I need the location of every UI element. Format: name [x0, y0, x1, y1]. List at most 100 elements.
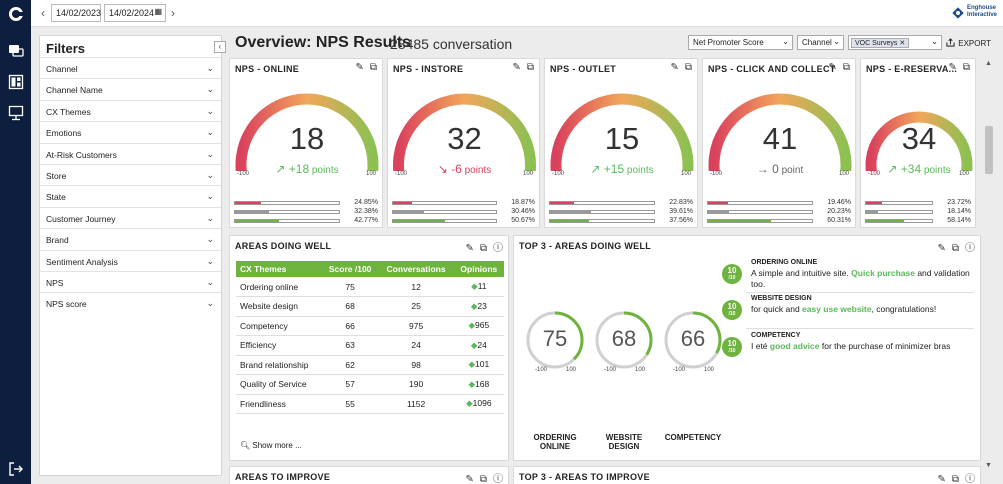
expand-icon[interactable]: ⧉ — [842, 62, 850, 73]
nps-value: 41 — [762, 121, 798, 156]
cell-value: 101 — [475, 359, 490, 370]
tag-icon: ◆ — [470, 300, 478, 311]
edit-icon[interactable]: ✎ — [465, 474, 474, 484]
table-row[interactable]: Friendliness 55 1152 ◆1096 — [236, 394, 504, 414]
column-header[interactable]: Conversations — [378, 261, 454, 277]
prev-period-icon[interactable]: ‹ — [41, 6, 45, 20]
cell-value: 55 — [345, 398, 355, 409]
filter-label: Brand — [46, 235, 69, 246]
metric-select[interactable]: Net Promoter Score ⌄ — [688, 35, 793, 50]
cell-value: 57 — [345, 379, 355, 390]
edit-icon[interactable]: ✎ — [948, 62, 957, 73]
nps-card: NPS - OUTLET ✎ ⧉ 15 ↗ +15 points -100 100 22.83… — [544, 58, 698, 228]
cell-value: 75 — [345, 281, 355, 292]
verbatim-item[interactable]: ORDERING ONLINE A simple and intuitive si… — [751, 257, 976, 290]
trend-unit-text: points — [464, 165, 492, 176]
filter-list: Channel ⌄ Channel Name ⌄ CX Themes ⌄ Emotions ⌄… — [40, 57, 221, 314]
dashboard-icon[interactable] — [8, 74, 24, 90]
edit-icon[interactable]: ✎ — [670, 62, 679, 73]
filter-row[interactable]: Channel ⌄ — [40, 57, 221, 78]
verbatim-item[interactable]: COMPETENCY I eté good advice for the purc… — [751, 330, 976, 352]
info-icon[interactable]: ⓘ — [965, 474, 975, 484]
filter-row[interactable]: Emotions ⌄ — [40, 121, 221, 142]
show-more-link[interactable]: 🔍︎ Show more ... — [240, 441, 302, 450]
filter-row[interactable]: Sentiment Analysis ⌄ — [40, 249, 221, 271]
table-row[interactable]: Website design 68 25 ◆23 — [236, 296, 504, 317]
filter-row[interactable]: Channel Name ⌄ — [40, 78, 221, 99]
survey-multiselect[interactable]: VOC Surveys ✕ ⌄ — [848, 35, 942, 50]
expand-icon[interactable]: ⧉ — [479, 243, 487, 254]
scroll-down-icon[interactable]: ▼ — [985, 462, 992, 469]
chevron-down-icon: ⌄ — [833, 37, 840, 46]
score-ring: 75 -100 100 — [524, 309, 586, 379]
expand-icon[interactable]: ⧉ — [369, 62, 377, 73]
distribution-row: 19.46% — [707, 199, 851, 207]
collapse-filters-button[interactable]: ‹ — [214, 41, 226, 53]
trend-value: +18 — [288, 162, 310, 176]
scrollbar-thumb[interactable] — [985, 126, 993, 174]
table-cell: 66 — [321, 316, 379, 336]
table-row[interactable]: Quality of Service 57 190 ◆168 — [236, 374, 504, 395]
export-button[interactable]: EXPORT — [946, 38, 991, 48]
calendar-icon[interactable]: ▦ — [154, 7, 162, 16]
edit-icon[interactable]: ✎ — [355, 62, 364, 73]
filter-row[interactable]: Customer Journey ⌄ — [40, 206, 221, 228]
table-row[interactable]: Competency 66 975 ◆965 — [236, 316, 504, 336]
table-cell: Efficiency — [236, 335, 322, 356]
edit-icon[interactable]: ✎ — [512, 62, 521, 73]
chip-remove-icon[interactable]: ✕ — [899, 40, 906, 47]
presentation-icon[interactable] — [8, 105, 24, 121]
filter-label: At-Risk Customers — [46, 149, 117, 160]
filter-label: Emotions — [46, 128, 82, 139]
filter-row[interactable]: NPS ⌄ — [40, 270, 221, 292]
cx-themes-table: CX Themes Score /100 Conversations Opinions… — [236, 261, 504, 414]
edit-icon[interactable]: ✎ — [937, 243, 946, 254]
page-scrollbar[interactable]: ▲ ▼ — [985, 60, 993, 470]
survey-chip[interactable]: VOC Surveys ✕ — [851, 38, 910, 48]
edit-icon[interactable]: ✎ — [465, 243, 474, 254]
filter-row[interactable]: CX Themes ⌄ — [40, 99, 221, 121]
cell-value: 190 — [408, 379, 424, 390]
column-header[interactable]: Opinions — [453, 261, 504, 277]
column-header[interactable]: CX Themes — [236, 261, 322, 277]
expand-icon[interactable]: ⧉ — [951, 243, 959, 254]
expand-icon[interactable]: ⧉ — [526, 62, 534, 73]
gauge-arc — [393, 93, 536, 171]
expand-icon[interactable]: ⧉ — [951, 474, 959, 484]
verbatim-item[interactable]: WEBSITE DESIGN for quick and easy use web… — [751, 293, 976, 315]
edit-icon[interactable]: ✎ — [828, 62, 837, 73]
info-icon[interactable]: ⓘ — [965, 243, 975, 254]
verbatim-heading: COMPETENCY — [751, 332, 801, 339]
filter-row[interactable]: State ⌄ — [40, 185, 221, 206]
expand-icon[interactable]: ⧉ — [684, 62, 692, 73]
date-from-input[interactable]: 14/02/2023 — [51, 4, 101, 22]
table-row[interactable]: Brand relationship 62 98 ◆101 — [236, 355, 504, 375]
channel-select[interactable]: Channel ⌄ — [797, 35, 844, 50]
info-icon[interactable]: ⓘ — [493, 243, 503, 254]
scroll-up-icon[interactable]: ▲ — [985, 60, 992, 67]
distribution-track — [234, 219, 340, 223]
distribution-percent: 22.83% — [669, 199, 693, 206]
next-period-icon[interactable]: › — [171, 6, 175, 20]
logout-icon[interactable] — [8, 461, 24, 477]
date-to-input[interactable]: 14/02/2024 ▦ — [104, 4, 166, 22]
table-row[interactable]: Ordering online 75 12 ◆11 — [236, 277, 504, 297]
ring-min-label: -100 — [535, 367, 548, 373]
filter-row[interactable]: NPS score ⌄ — [40, 292, 221, 313]
edit-icon[interactable]: ✎ — [937, 474, 946, 484]
expand-icon[interactable]: ⧉ — [962, 62, 970, 73]
table-row[interactable]: Efficiency 63 24 ◆24 — [236, 335, 504, 356]
filter-row[interactable]: Brand ⌄ — [40, 228, 221, 249]
nps-distribution: 18.87% 30.46% 50.67% — [392, 199, 535, 227]
expand-icon[interactable]: ⧉ — [479, 474, 487, 484]
distribution-fill — [550, 202, 574, 204]
filter-row[interactable]: At-Risk Customers ⌄ — [40, 142, 221, 164]
score-badge: 10/10 — [722, 337, 742, 357]
app-logo-icon[interactable] — [8, 6, 24, 22]
conversations-icon[interactable] — [8, 43, 24, 59]
column-header[interactable]: Score /100 — [321, 261, 379, 277]
nps-distribution: 23.72% 18.14% 58.14% — [865, 199, 971, 227]
filter-row[interactable]: Store ⌄ — [40, 163, 221, 185]
verbatim-before: for quick and — [751, 304, 803, 314]
info-icon[interactable]: ⓘ — [493, 474, 503, 484]
